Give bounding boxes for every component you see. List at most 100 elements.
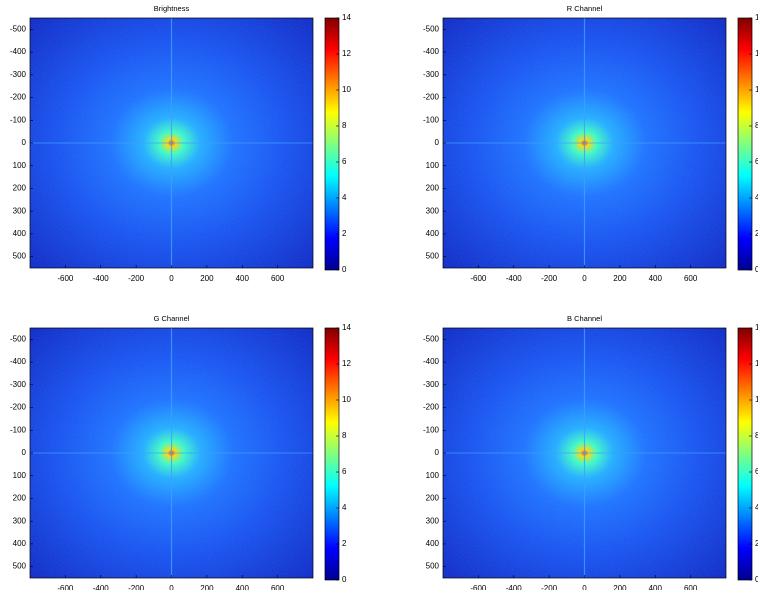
x-tick-label: -600: [470, 274, 487, 283]
y-tick-label: 100: [13, 471, 27, 480]
colorbar-tick-label: 1: [755, 49, 758, 58]
colorbar-tick-label: 6: [755, 467, 758, 476]
chart-title: Brightness: [154, 4, 190, 13]
y-tick-label: -300: [423, 70, 440, 79]
y-tick-label: 400: [13, 539, 27, 548]
y-tick-label: -400: [10, 357, 27, 366]
colorbar-tick-label: 1: [755, 13, 758, 22]
colorbar-tick-label: 1: [755, 395, 758, 404]
x-tick-label: 400: [649, 584, 663, 590]
y-tick-label: -400: [423, 47, 440, 56]
y-tick-label: -100: [10, 425, 27, 434]
colorbar: [325, 18, 339, 270]
x-tick-label: 600: [684, 274, 698, 283]
y-tick-label: 300: [426, 516, 440, 525]
colorbar-tick-label: 10: [342, 85, 351, 94]
colorbar-frame: [737, 17, 753, 271]
x-tick-label: 0: [169, 584, 174, 590]
y-tick-label: -100: [10, 115, 27, 124]
colorbar-frame: [324, 327, 340, 581]
colorbar: [738, 328, 752, 580]
colorbar-tick-label: 2: [342, 229, 347, 238]
x-tick-label: -400: [506, 584, 523, 590]
x-tick-label: -400: [506, 274, 523, 283]
y-tick-label: -400: [10, 47, 27, 56]
y-tick-label: 0: [435, 138, 440, 147]
x-tick-label: 0: [582, 584, 587, 590]
y-tick-label: 200: [13, 494, 27, 503]
x-tick-label: 600: [684, 584, 698, 590]
colorbar-tick-label: 0: [755, 265, 758, 274]
colorbar-tick-label: 4: [342, 503, 347, 512]
colorbar-tick-label: 8: [342, 121, 347, 130]
x-tick-label: -600: [57, 584, 74, 590]
x-tick-label: 600: [271, 274, 285, 283]
y-tick-label: 200: [426, 494, 440, 503]
y-tick-label: -100: [423, 115, 440, 124]
colorbar-tick-label: 0: [342, 575, 347, 584]
x-tick-label: -200: [128, 274, 145, 283]
x-tick-label: 200: [613, 584, 627, 590]
colorbar-tick-label: 12: [342, 359, 351, 368]
colorbar-tick-label: 8: [755, 431, 758, 440]
colorbar-tick-label: 8: [342, 431, 347, 440]
y-tick-label: -300: [10, 70, 27, 79]
y-tick-label: 300: [426, 206, 440, 215]
y-tick-label: 500: [13, 562, 27, 571]
y-tick-label: -400: [423, 357, 440, 366]
x-tick-label: 200: [200, 274, 214, 283]
x-tick-label: 400: [236, 584, 250, 590]
x-tick-label: 0: [169, 274, 174, 283]
y-tick-label: 0: [22, 448, 27, 457]
colorbar-tick-label: 6: [342, 467, 347, 476]
y-tick-label: -500: [10, 334, 27, 343]
colorbar-tick-label: 14: [342, 323, 351, 332]
chart-title: R Channel: [567, 4, 603, 13]
colorbar-tick-label: 12: [342, 49, 351, 58]
y-tick-label: 400: [13, 229, 27, 238]
colorbar-tick-label: 4: [755, 193, 758, 202]
y-tick-label: 300: [13, 206, 27, 215]
colorbar-tick-label: 1: [755, 323, 758, 332]
x-tick-label: 400: [649, 274, 663, 283]
x-tick-label: 0: [582, 274, 587, 283]
colorbar: [738, 18, 752, 270]
y-tick-label: 0: [22, 138, 27, 147]
x-tick-label: 400: [236, 274, 250, 283]
colorbar-tick-label: 6: [342, 157, 347, 166]
y-tick-label: -500: [423, 24, 440, 33]
y-tick-label: 400: [426, 229, 440, 238]
colorbar-tick-label: 0: [342, 265, 347, 274]
x-tick-label: -600: [470, 584, 487, 590]
y-tick-label: -200: [10, 93, 27, 102]
y-tick-label: 100: [426, 161, 440, 170]
x-tick-label: 600: [271, 584, 285, 590]
y-tick-label: 400: [426, 539, 440, 548]
colorbar-tick-label: 10: [342, 395, 351, 404]
y-tick-label: 200: [426, 184, 440, 193]
colorbar-frame: [324, 17, 340, 271]
x-tick-label: 200: [200, 584, 214, 590]
y-tick-label: 100: [426, 471, 440, 480]
y-tick-label: 500: [426, 562, 440, 571]
x-tick-label: -200: [541, 584, 558, 590]
colorbar-tick-label: 4: [755, 503, 758, 512]
colorbar-frame: [737, 327, 753, 581]
y-tick-label: 0: [435, 448, 440, 457]
y-tick-label: -300: [10, 380, 27, 389]
x-tick-label: -400: [93, 584, 110, 590]
colorbar-tick-label: 14: [342, 13, 351, 22]
colorbar: [325, 328, 339, 580]
x-tick-label: 200: [613, 274, 627, 283]
chart-title: G Channel: [154, 314, 190, 323]
x-tick-label: -600: [57, 274, 74, 283]
y-tick-label: -100: [423, 425, 440, 434]
y-tick-label: -200: [423, 403, 440, 412]
colorbar-tick-label: 2: [755, 539, 758, 548]
colorbar-tick-label: 0: [755, 575, 758, 584]
y-tick-label: -500: [423, 334, 440, 343]
y-tick-label: 500: [13, 252, 27, 261]
colorbar-tick-label: 2: [755, 229, 758, 238]
